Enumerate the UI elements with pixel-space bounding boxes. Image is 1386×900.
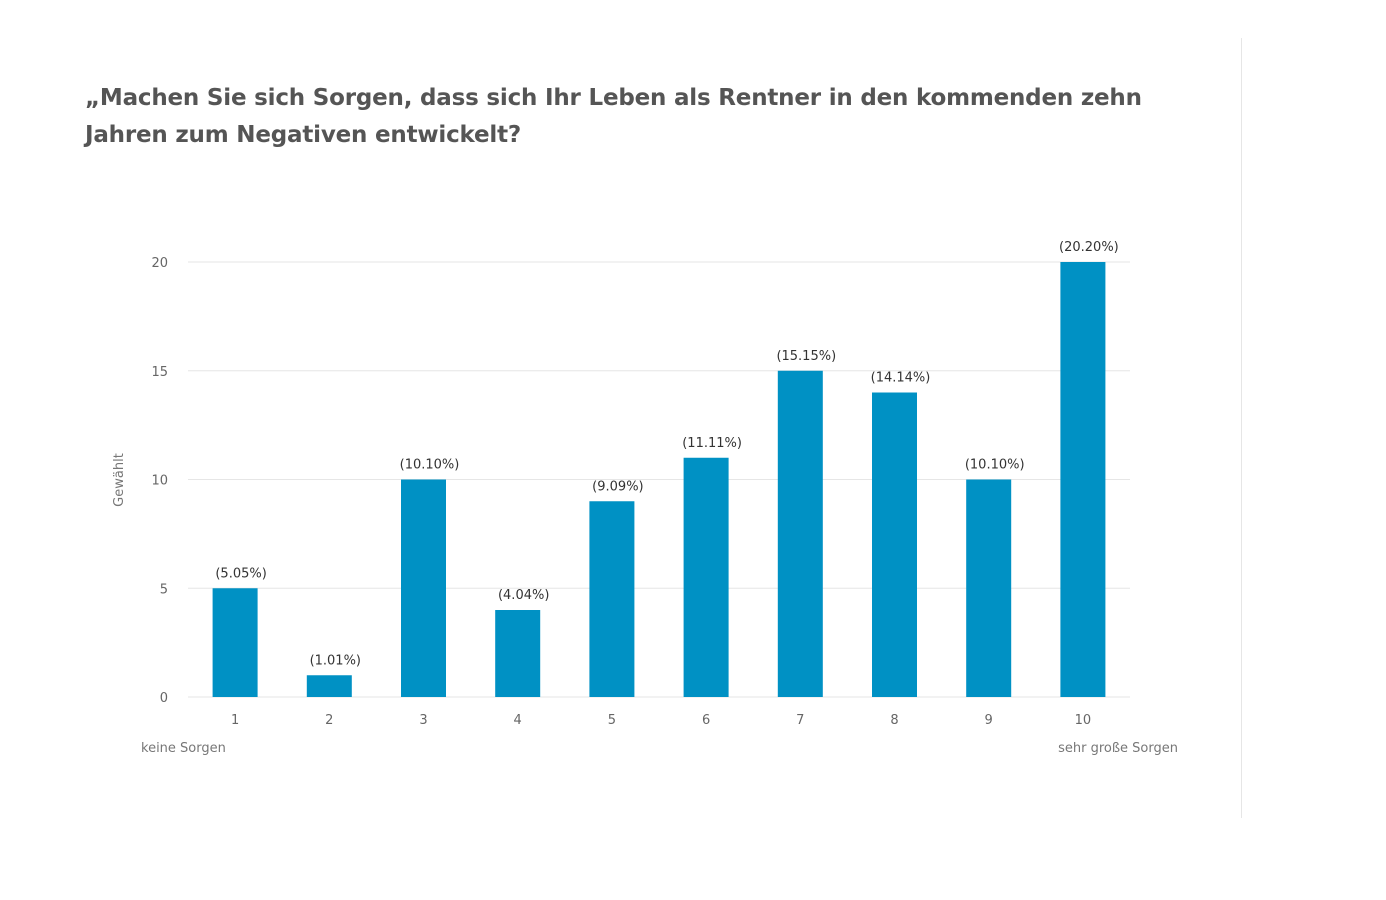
data-label: (11.11%) <box>682 436 742 451</box>
x-axis-label-right: sehr große Sorgen <box>1058 741 1178 756</box>
bar <box>1060 262 1106 697</box>
data-label: (10.10%) <box>400 458 460 473</box>
bar <box>495 610 541 697</box>
bar <box>872 392 917 697</box>
chart-title: „Machen Sie sich Sorgen, dass sich Ihr L… <box>85 85 1142 148</box>
bar <box>306 675 352 697</box>
x-tick-label: 3 <box>419 713 427 728</box>
y-tick-label: 15 <box>151 365 168 380</box>
bar <box>777 370 823 697</box>
x-tick-label: 8 <box>890 713 898 728</box>
x-tick-label: 7 <box>796 713 804 728</box>
data-label: (5.05%) <box>215 566 266 581</box>
data-label: (9.09%) <box>592 479 643 494</box>
x-tick-label: 5 <box>608 713 616 728</box>
bar <box>683 457 729 697</box>
y-axis-label: Gewählt <box>112 453 127 507</box>
bar <box>212 588 258 697</box>
bar <box>401 479 446 697</box>
data-label: (1.01%) <box>310 653 361 668</box>
x-tick-label: 4 <box>514 713 522 728</box>
x-tick-label: 1 <box>231 713 239 728</box>
data-label: (4.04%) <box>498 588 549 603</box>
x-tick-label: 10 <box>1075 713 1092 728</box>
x-tick-label: 2 <box>325 713 333 728</box>
x-axis-label-left: keine Sorgen <box>141 741 226 756</box>
y-tick-label: 10 <box>151 474 168 489</box>
y-tick-label: 0 <box>160 691 168 706</box>
y-tick-label: 20 <box>151 256 168 271</box>
bar <box>966 479 1012 697</box>
data-label: (10.10%) <box>965 458 1025 473</box>
divider <box>1241 38 1242 818</box>
data-label: (14.14%) <box>871 371 931 386</box>
x-tick-label: 9 <box>985 713 993 728</box>
data-label: (20.20%) <box>1059 240 1119 255</box>
data-label: (15.15%) <box>776 349 836 364</box>
bar <box>589 501 635 697</box>
y-tick-label: 5 <box>160 582 168 597</box>
x-tick-label: 6 <box>702 713 710 728</box>
